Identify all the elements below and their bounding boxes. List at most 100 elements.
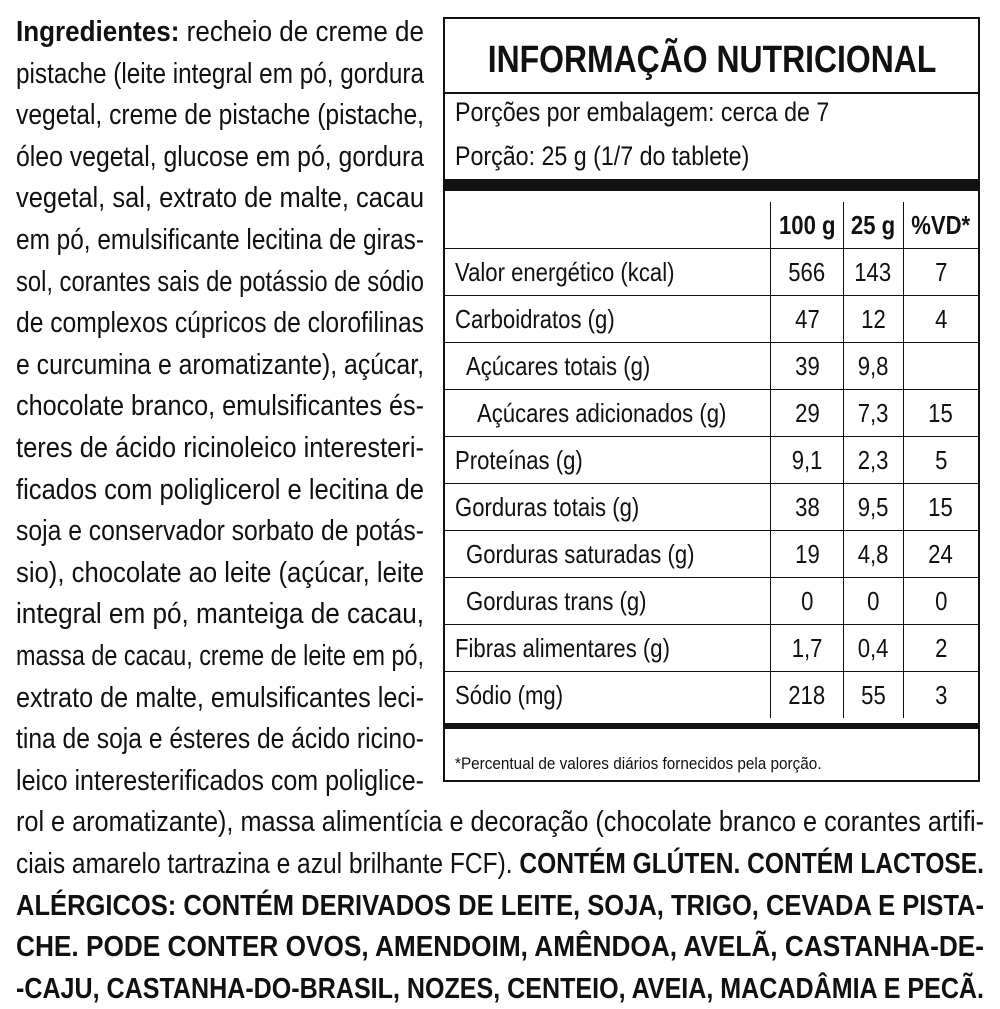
nutrient-table: 100 g 25 g %VD* Valor energético (kcal) 566 1… bbox=[445, 202, 978, 718]
value-100g-text: 0 bbox=[800, 585, 814, 616]
value-100g: 39 bbox=[770, 342, 844, 390]
nutrient-row: Proteínas (g) 9,1 2,3 5 bbox=[445, 436, 978, 484]
allergen-line: CHE. PODE CONTER OVOS, AMENDOIM, AMÊNDOA… bbox=[16, 927, 1000, 967]
ingredient-line-content: soja e conservador sorbato de potás- bbox=[16, 511, 424, 551]
header-row: 100 g 25 g %VD* bbox=[445, 202, 978, 249]
contains-line-content: ciais amarelo tartrazina e azul brilhant… bbox=[16, 844, 984, 884]
nutrient-label-text: Açúcares adicionados (g) bbox=[477, 397, 727, 428]
divider bbox=[445, 92, 978, 94]
ingredient-line: integral em pó, manteiga de cacau, bbox=[16, 594, 469, 634]
value-25g: 0,4 bbox=[842, 624, 904, 672]
nutrient-row: Açúcares totais (g) 39 9,8 bbox=[445, 342, 978, 390]
value-100g-text: 19 bbox=[794, 538, 820, 569]
text-run: de complexos cúpricos de clorofilinas bbox=[16, 307, 424, 340]
nutrient-row: Fibras alimentares (g) 1,7 0,4 2 bbox=[445, 624, 978, 672]
value-vd-text: 4 bbox=[934, 303, 947, 334]
ingredient-line-content: leico interesterificados com poliglice- bbox=[16, 761, 424, 801]
text-run: teres de ácido ricinoleico interesteri- bbox=[16, 432, 424, 464]
nutrient-label-text: Gorduras saturadas (g) bbox=[466, 538, 695, 569]
ingredient-line: em pó, emulsificante lecitina de giras- bbox=[16, 220, 501, 260]
value-100g-text: 1,7 bbox=[791, 632, 823, 663]
value-25g-text: 9,8 bbox=[857, 350, 889, 381]
ingredient-line-content: extrato de malte, emulsificantes leci- bbox=[16, 678, 424, 718]
text-run: leico interesterificados com poliglice- bbox=[16, 764, 424, 797]
ingredient-line-content: pistache (leite integral em pó, gordura bbox=[16, 54, 424, 94]
text-run: vegetal, creme de pistache (pistache, bbox=[16, 99, 424, 132]
nutrient-row: Gorduras trans (g) 0 0 0 bbox=[445, 577, 978, 625]
value-vd: 15 bbox=[902, 483, 978, 531]
nutrition-title: INFORMAÇÃO NUTRICIONAL bbox=[445, 39, 978, 82]
ingredient-line-content: sol, corantes sais de potássio de sódio bbox=[16, 262, 424, 302]
text-run: integral em pó, manteiga de cacau, bbox=[16, 598, 424, 631]
ingredient-line: tina de soja e ésteres de ácido ricino- bbox=[16, 719, 496, 759]
nutrient-label: Fibras alimentares (g) bbox=[445, 624, 771, 672]
ingredient-line-content: ficados com poliglicerol e lecitina de bbox=[16, 470, 424, 510]
ingredient-line: ficados com poliglicerol e lecitina de bbox=[16, 470, 479, 510]
value-100g: 218 bbox=[770, 671, 844, 718]
servings-per-package: Porções por embalagem: cerca de 7 bbox=[455, 97, 890, 128]
ingredient-line: de complexos cúpricos de clorofilinas bbox=[16, 303, 496, 343]
nutrient-label-text: Proteínas (g) bbox=[455, 444, 583, 475]
value-vd bbox=[902, 342, 978, 390]
nutrient-row: Gorduras saturadas (g) 19 4,8 24 bbox=[445, 530, 978, 578]
ingredient-line-content: sio), chocolate ao leite (açúcar, leite bbox=[16, 553, 424, 593]
ingredient-line: soja e conservador sorbato de potás- bbox=[16, 511, 495, 551]
nutrient-label: Açúcares totais (g) bbox=[445, 342, 771, 390]
text-run: -CAJU, CASTANHA-DO-BRASIL, NOZES, CENTEI… bbox=[16, 972, 985, 1005]
value-25g-text: 12 bbox=[860, 303, 886, 334]
value-100g: 1,7 bbox=[770, 624, 844, 672]
value-100g: 19 bbox=[770, 530, 844, 578]
text-run: CHE. PODE CONTER OVOS, AMENDOIM, AMÊNDOA… bbox=[16, 931, 984, 964]
text-run: extrato de malte, emulsificantes leci- bbox=[16, 681, 424, 714]
value-vd-text: 15 bbox=[928, 491, 954, 522]
value-vd: 5 bbox=[902, 436, 978, 484]
nutrient-label: Proteínas (g) bbox=[445, 436, 771, 484]
value-vd: 7 bbox=[902, 248, 978, 296]
nutrient-label: Açúcares adicionados (g) bbox=[445, 389, 771, 437]
value-vd-text: 15 bbox=[928, 397, 954, 428]
value-vd-text: 7 bbox=[934, 256, 947, 287]
value-25g-text: 9,5 bbox=[857, 491, 889, 522]
header-vd: %VD* bbox=[902, 202, 978, 249]
value-25g: 9,5 bbox=[842, 483, 904, 531]
value-100g-text: 566 bbox=[788, 256, 826, 287]
text-run: rol e aromatizante), massa alimentícia e… bbox=[16, 806, 984, 839]
value-vd-text: 0 bbox=[934, 585, 947, 616]
ingredient-line-content: tina de soja e ésteres de ácido ricino- bbox=[16, 719, 424, 759]
ingredient-line: chocolate branco, emulsificantes és- bbox=[16, 386, 485, 426]
header-label bbox=[445, 202, 771, 249]
nutrient-label: Gorduras saturadas (g) bbox=[445, 530, 771, 578]
nutrient-label-text: Sódio (mg) bbox=[455, 679, 564, 710]
nutrient-row: Valor energético (kcal) 566 143 7 bbox=[445, 248, 978, 296]
nutrition-facts-table: INFORMAÇÃO NUTRICIONAL Porções por embal… bbox=[443, 17, 980, 782]
text-run: tina de soja e ésteres de ácido ricino- bbox=[16, 723, 424, 756]
value-vd: 15 bbox=[902, 389, 978, 437]
nutrient-label-text: Valor energético (kcal) bbox=[455, 256, 675, 287]
serving-size: Porção: 25 g (1/7 do tablete) bbox=[455, 141, 797, 172]
ingredient-line-content: vegetal, sal, extrato de malte, cacau bbox=[16, 178, 424, 218]
value-vd-text: 3 bbox=[934, 679, 947, 710]
nutrient-row: Sódio (mg) 218 55 3 bbox=[445, 671, 978, 718]
value-vd-text: 5 bbox=[934, 444, 947, 475]
text-run: recheio de creme de bbox=[179, 16, 424, 48]
footnote: *Percentual de valores diários fornecido… bbox=[455, 754, 862, 774]
text-run: e curcumina e aromatizante), açúcar, bbox=[16, 348, 424, 381]
value-100g: 38 bbox=[770, 483, 844, 531]
text-run: soja e conservador sorbato de potás- bbox=[16, 515, 424, 548]
ingredient-line-content: de complexos cúpricos de clorofilinas bbox=[16, 303, 424, 343]
ingredient-line: extrato de malte, emulsificantes leci- bbox=[16, 678, 485, 718]
nutrient-label-text: Açúcares totais (g) bbox=[466, 350, 651, 381]
text-run: ficados com poliglicerol e lecitina de bbox=[16, 473, 424, 506]
ingredient-line: óleo vegetal, glucose em pó, gordura bbox=[16, 137, 493, 177]
value-25g: 12 bbox=[842, 295, 904, 343]
value-100g-text: 218 bbox=[788, 679, 826, 710]
value-25g-text: 4,8 bbox=[857, 538, 889, 569]
ingredient-line: leico interesterificados com poliglice- bbox=[16, 761, 488, 801]
bottom-divider bbox=[445, 723, 978, 729]
value-vd: 2 bbox=[902, 624, 978, 672]
value-100g: 29 bbox=[770, 389, 844, 437]
value-25g: 55 bbox=[842, 671, 904, 718]
ingredient-line: vegetal, sal, extrato de malte, cacau bbox=[16, 178, 480, 218]
value-100g-text: 9,1 bbox=[791, 444, 823, 475]
value-100g: 47 bbox=[770, 295, 844, 343]
